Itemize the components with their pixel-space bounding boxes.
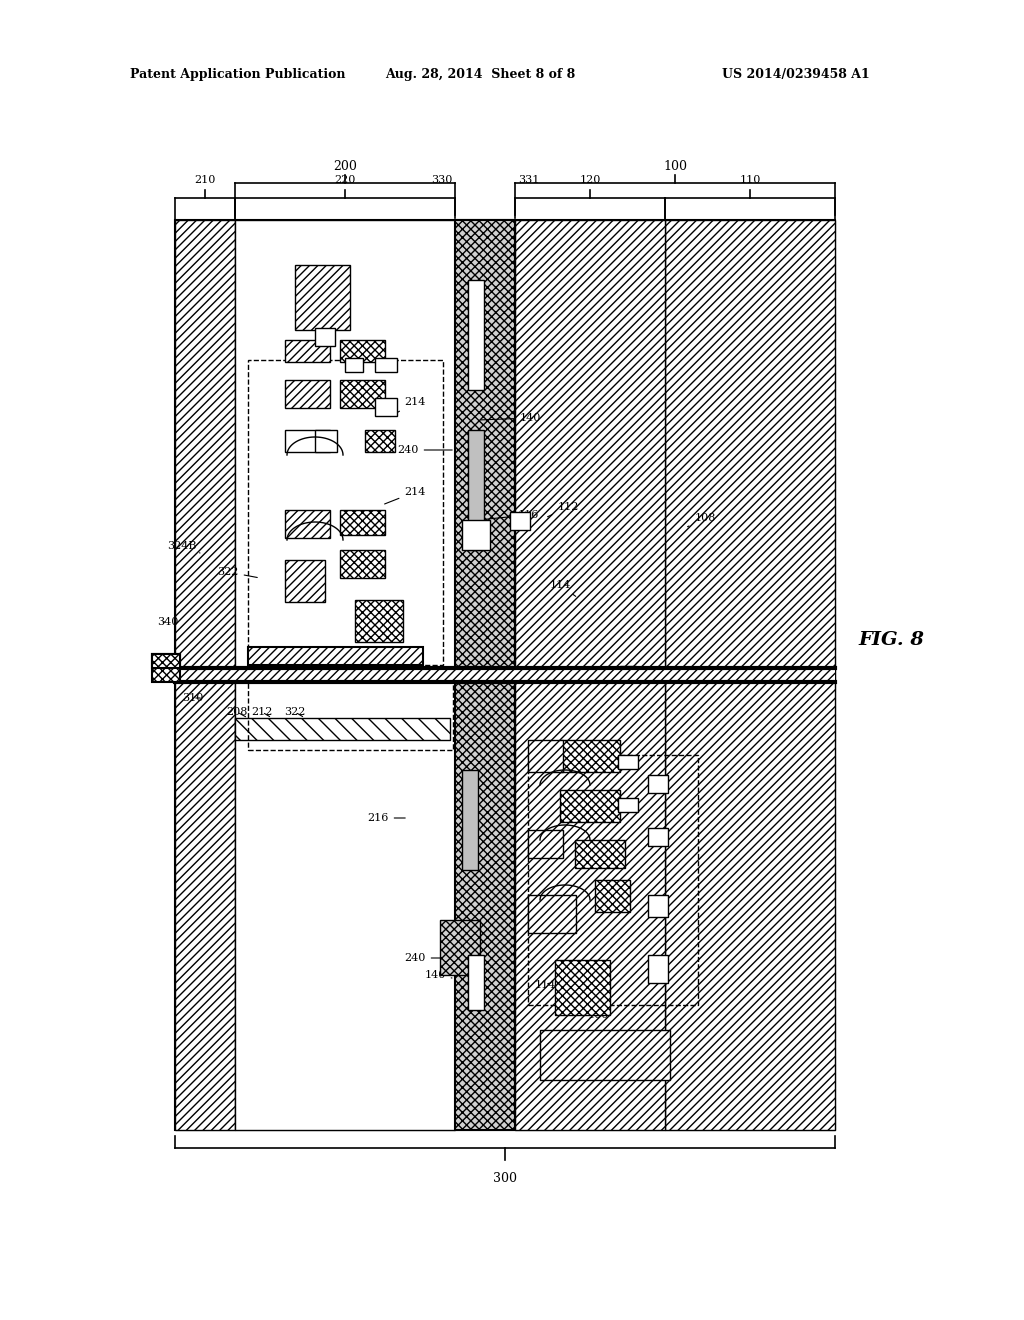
Bar xyxy=(295,265,350,330)
Bar xyxy=(595,880,630,912)
Bar xyxy=(315,327,335,346)
Bar xyxy=(175,220,835,1130)
Bar xyxy=(340,510,385,535)
Bar xyxy=(175,220,234,1130)
Text: Patent Application Publication: Patent Application Publication xyxy=(130,69,345,81)
Bar xyxy=(528,895,575,933)
Bar xyxy=(285,341,330,362)
Bar xyxy=(175,668,835,682)
Bar xyxy=(515,220,665,1130)
Bar xyxy=(560,789,620,822)
Text: 114: 114 xyxy=(549,579,575,597)
Bar xyxy=(468,430,484,550)
Text: 116: 116 xyxy=(480,510,539,520)
Bar xyxy=(618,755,638,770)
Bar xyxy=(648,895,668,917)
Bar xyxy=(315,430,337,451)
Bar xyxy=(440,920,480,975)
Text: 300: 300 xyxy=(493,1172,517,1185)
Text: 330: 330 xyxy=(431,176,452,185)
Bar xyxy=(234,718,450,741)
Bar xyxy=(468,954,484,1010)
Text: 208: 208 xyxy=(226,708,248,717)
Text: 220: 220 xyxy=(334,176,355,185)
Bar xyxy=(248,647,423,665)
Bar xyxy=(285,380,330,408)
Text: 340: 340 xyxy=(158,616,178,627)
Text: 140: 140 xyxy=(424,970,452,979)
Bar xyxy=(248,675,453,750)
Bar xyxy=(152,653,180,682)
Bar xyxy=(468,280,484,389)
Text: 200: 200 xyxy=(333,160,357,173)
Bar xyxy=(462,770,478,870)
Bar xyxy=(540,1030,670,1080)
Text: 114: 114 xyxy=(535,979,556,990)
Text: US 2014/0239458 A1: US 2014/0239458 A1 xyxy=(722,69,870,81)
Text: 140: 140 xyxy=(481,413,541,422)
Text: FIG. 8: FIG. 8 xyxy=(858,631,924,649)
Bar xyxy=(285,510,330,539)
Text: 322: 322 xyxy=(285,708,306,717)
Text: 324B: 324B xyxy=(167,541,200,553)
Bar xyxy=(375,399,397,416)
Bar xyxy=(618,799,638,812)
Text: 212: 212 xyxy=(251,708,272,717)
Bar xyxy=(575,840,625,869)
Bar xyxy=(528,755,698,1005)
Bar xyxy=(528,830,563,858)
Text: 100: 100 xyxy=(663,160,687,173)
Text: 310: 310 xyxy=(182,693,204,704)
Bar xyxy=(462,520,490,550)
Text: 120: 120 xyxy=(580,176,601,185)
Bar xyxy=(620,667,636,682)
Text: 331: 331 xyxy=(518,176,540,185)
Text: 110: 110 xyxy=(739,176,761,185)
Text: 214: 214 xyxy=(390,397,426,417)
Bar xyxy=(340,341,385,362)
Bar xyxy=(455,220,515,1130)
Text: 210: 210 xyxy=(195,176,216,185)
Bar xyxy=(648,828,668,846)
Bar xyxy=(340,380,385,408)
Text: Aug. 28, 2014  Sheet 8 of 8: Aug. 28, 2014 Sheet 8 of 8 xyxy=(385,69,575,81)
Bar xyxy=(560,741,620,772)
Bar xyxy=(345,358,362,372)
Bar xyxy=(365,430,395,451)
Text: 112: 112 xyxy=(548,502,579,517)
Bar xyxy=(340,550,385,578)
Bar xyxy=(152,653,180,668)
Text: 106: 106 xyxy=(581,1008,608,1020)
Text: 240: 240 xyxy=(404,953,442,964)
Bar xyxy=(665,220,835,1130)
Bar xyxy=(648,954,668,983)
Text: 322: 322 xyxy=(217,568,257,577)
Bar xyxy=(375,358,397,372)
Bar xyxy=(234,220,455,1130)
Bar xyxy=(510,512,530,531)
Bar xyxy=(285,560,325,602)
Bar xyxy=(248,360,443,665)
Bar xyxy=(285,430,330,451)
Bar xyxy=(555,960,610,1015)
Bar xyxy=(648,775,668,793)
Bar xyxy=(355,601,403,642)
Text: 214: 214 xyxy=(385,487,426,504)
Text: 206: 206 xyxy=(299,273,321,293)
Text: 240: 240 xyxy=(397,445,453,455)
Text: 324A: 324A xyxy=(313,719,343,730)
Text: 108: 108 xyxy=(687,513,716,527)
Text: 216: 216 xyxy=(368,813,406,822)
Bar xyxy=(528,741,563,772)
